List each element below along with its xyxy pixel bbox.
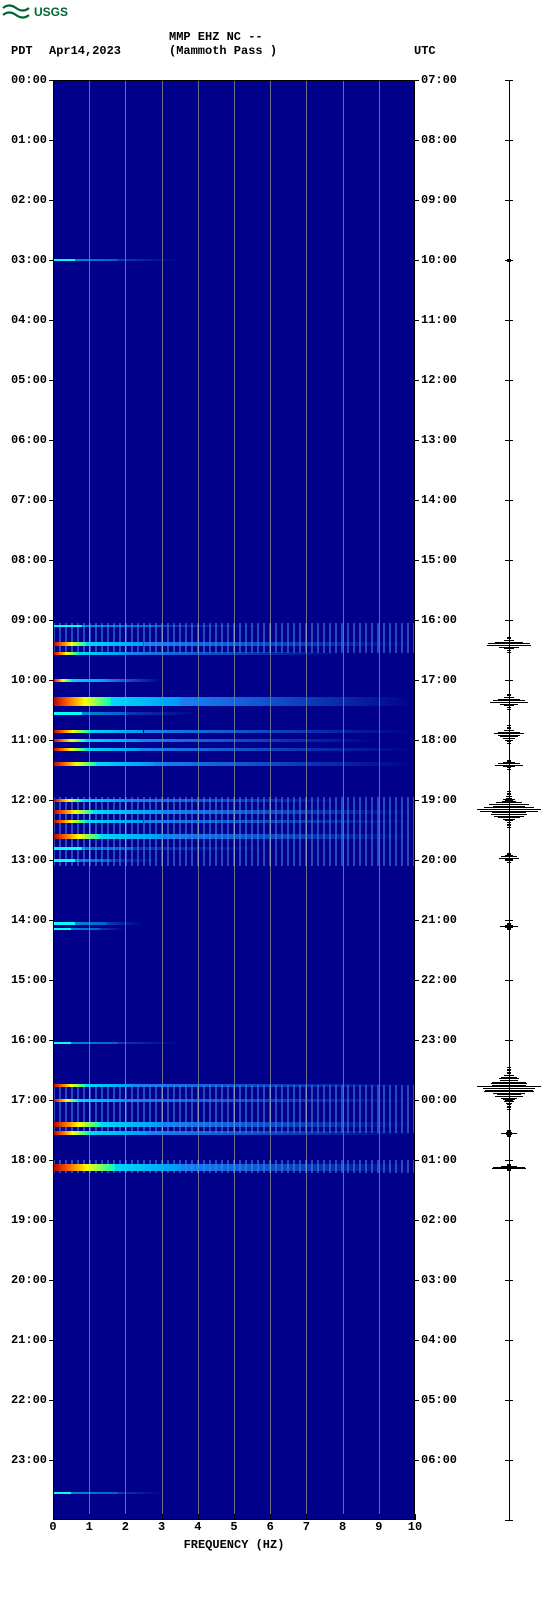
ytick-pdt: 16:00	[0, 1033, 53, 1047]
ytick-pdt: 02:00	[0, 193, 53, 207]
ytick-utc: 13:00	[415, 433, 463, 447]
ytick-utc: 21:00	[415, 913, 463, 927]
usgs-wave-icon	[2, 2, 30, 22]
ytick-utc: 08:00	[415, 133, 463, 147]
ytick-pdt: 07:00	[0, 493, 53, 507]
tz-right-label: UTC	[414, 44, 436, 58]
usgs-logo-text: USGS	[34, 5, 68, 19]
ytick-utc: 12:00	[415, 373, 463, 387]
ytick-utc: 06:00	[415, 1453, 463, 1467]
ytick-utc: 18:00	[415, 733, 463, 747]
ytick-pdt: 11:00	[0, 733, 53, 747]
x-axis-label: FREQUENCY (HZ)	[53, 1538, 415, 1552]
ytick-pdt: 14:00	[0, 913, 53, 927]
xtick: 7	[291, 1520, 321, 1534]
ytick-pdt: 17:00	[0, 1093, 53, 1107]
station-name: (Mammoth Pass )	[169, 44, 277, 58]
ytick-utc: 16:00	[415, 613, 463, 627]
ytick-pdt: 03:00	[0, 253, 53, 267]
ytick-pdt: 21:00	[0, 1333, 53, 1347]
ytick-utc: 03:00	[415, 1273, 463, 1287]
station-code: MMP EHZ NC --	[169, 30, 263, 44]
ytick-utc: 11:00	[415, 313, 463, 327]
xtick: 8	[328, 1520, 358, 1534]
xtick: 2	[110, 1520, 140, 1534]
xtick: 5	[219, 1520, 249, 1534]
ytick-pdt: 10:00	[0, 673, 53, 687]
ytick-utc: 10:00	[415, 253, 463, 267]
xtick: 10	[400, 1520, 430, 1534]
ytick-pdt: 09:00	[0, 613, 53, 627]
usgs-logo: USGS	[2, 2, 68, 22]
x-axis-frequency: FREQUENCY (HZ) 012345678910	[53, 1520, 415, 1560]
ytick-utc: 01:00	[415, 1153, 463, 1167]
xtick: 4	[183, 1520, 213, 1534]
ytick-pdt: 20:00	[0, 1273, 53, 1287]
ytick-pdt: 06:00	[0, 433, 53, 447]
ytick-utc: 17:00	[415, 673, 463, 687]
waveform-sample	[507, 929, 511, 930]
tz-left-label: PDT	[11, 44, 33, 58]
ytick-pdt: 04:00	[0, 313, 53, 327]
ytick-pdt: 08:00	[0, 553, 53, 567]
ytick-pdt: 19:00	[0, 1213, 53, 1227]
date-label: Apr14,2023	[49, 44, 121, 58]
ytick-pdt: 13:00	[0, 853, 53, 867]
waveform-sample	[507, 827, 511, 828]
ytick-pdt: 15:00	[0, 973, 53, 987]
waveform-trace	[469, 80, 549, 1520]
ytick-pdt: 12:00	[0, 793, 53, 807]
spectrogram-noise-band	[53, 797, 415, 866]
ytick-pdt: 23:00	[0, 1453, 53, 1467]
ytick-utc: 23:00	[415, 1033, 463, 1047]
ytick-utc: 09:00	[415, 193, 463, 207]
ytick-utc: 19:00	[415, 793, 463, 807]
xtick: 6	[255, 1520, 285, 1534]
spectrogram	[53, 80, 415, 1520]
ytick-pdt: 00:00	[0, 73, 53, 87]
waveform-sample	[507, 769, 511, 770]
page-root: USGS PDT Apr14,2023 MMP EHZ NC -- (Mammo…	[0, 0, 552, 1613]
ytick-pdt: 01:00	[0, 133, 53, 147]
ytick-utc: 00:00	[415, 1093, 463, 1107]
ytick-utc: 07:00	[415, 73, 463, 87]
y-axis-utc: 07:0008:0009:0010:0011:0012:0013:0014:00…	[415, 80, 463, 1520]
ytick-pdt: 18:00	[0, 1153, 53, 1167]
spectrogram-noise-band	[53, 1160, 415, 1173]
xtick: 9	[364, 1520, 394, 1534]
waveform-sample	[507, 261, 511, 262]
ytick-pdt: 22:00	[0, 1393, 53, 1407]
waveform-sample	[507, 1170, 511, 1171]
ytick-utc: 05:00	[415, 1393, 463, 1407]
ytick-utc: 20:00	[415, 853, 463, 867]
waveform-sample	[507, 743, 511, 744]
ytick-utc: 04:00	[415, 1333, 463, 1347]
ytick-pdt: 05:00	[0, 373, 53, 387]
waveform-sample	[507, 1109, 511, 1110]
ytick-utc: 15:00	[415, 553, 463, 567]
waveform-sample	[507, 862, 511, 863]
xtick: 3	[147, 1520, 177, 1534]
waveform-sample	[507, 1136, 511, 1137]
xtick: 1	[74, 1520, 104, 1534]
ytick-utc: 14:00	[415, 493, 463, 507]
spectrogram-noise-band	[53, 623, 415, 653]
waveform-sample	[507, 709, 511, 710]
y-axis-pdt: 00:0001:0002:0003:0004:0005:0006:0007:00…	[0, 80, 53, 1520]
ytick-utc: 02:00	[415, 1213, 463, 1227]
waveform-sample	[507, 652, 511, 653]
ytick-utc: 22:00	[415, 973, 463, 987]
spectrogram-noise-band	[53, 1085, 415, 1133]
xtick: 0	[38, 1520, 68, 1534]
